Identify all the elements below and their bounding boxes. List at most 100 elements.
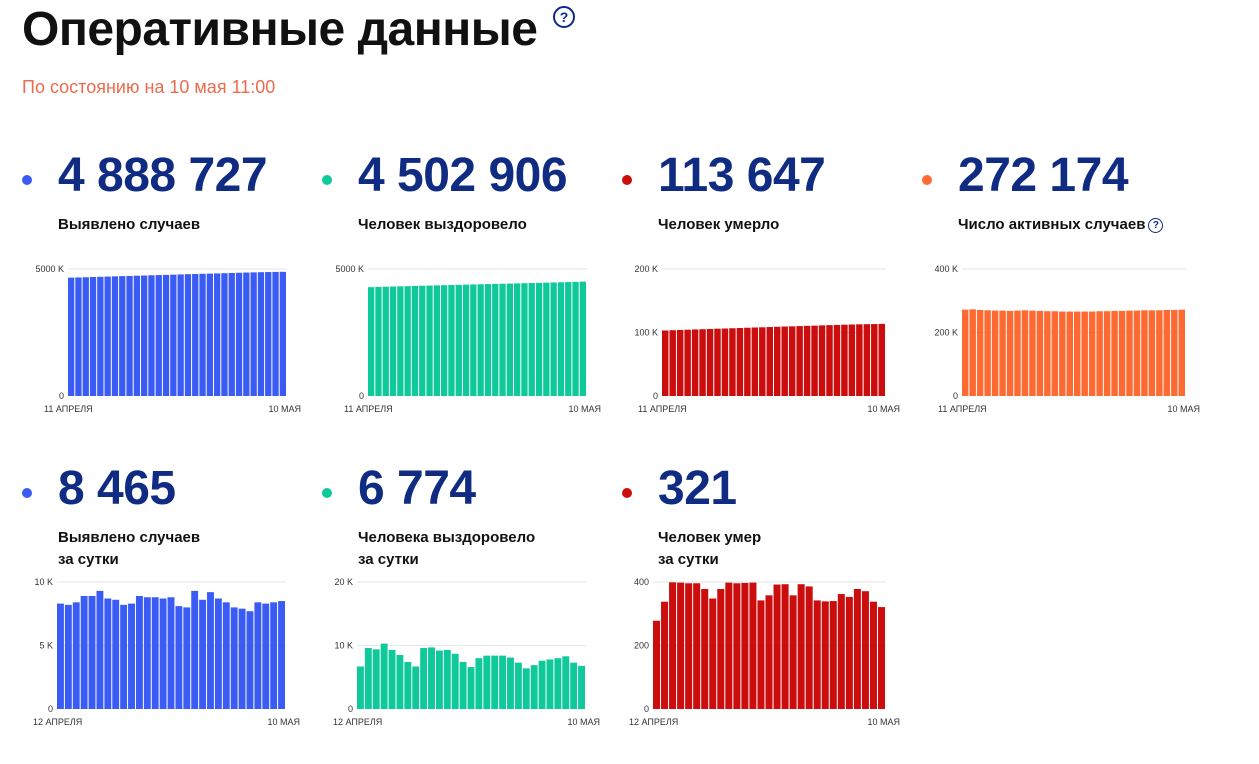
bar[interactable] (191, 590, 199, 709)
bar[interactable] (826, 325, 833, 396)
bar[interactable] (774, 326, 781, 396)
bar[interactable] (969, 309, 976, 396)
bar[interactable] (861, 591, 869, 709)
bar[interactable] (389, 286, 397, 396)
bar[interactable] (412, 666, 420, 709)
bar[interactable] (462, 284, 470, 396)
bar[interactable] (199, 599, 207, 709)
bar[interactable] (570, 662, 578, 709)
bar[interactable] (1074, 311, 1081, 396)
bar[interactable] (546, 659, 554, 709)
bar[interactable] (669, 582, 677, 709)
bar[interactable] (206, 273, 213, 396)
bar[interactable] (765, 595, 773, 709)
bar[interactable] (699, 329, 706, 396)
bar[interactable] (871, 324, 878, 396)
bar[interactable] (522, 668, 530, 709)
bar[interactable] (781, 326, 788, 396)
bar[interactable] (372, 649, 380, 709)
bar[interactable] (426, 285, 433, 396)
bar[interactable] (797, 584, 805, 709)
bar[interactable] (492, 283, 499, 396)
bar[interactable] (757, 600, 765, 709)
bar[interactable] (557, 282, 565, 396)
bar[interactable] (684, 329, 691, 396)
bar[interactable] (538, 660, 546, 709)
bar[interactable] (135, 595, 143, 709)
bar[interactable] (368, 287, 375, 396)
bar[interactable] (1014, 310, 1021, 396)
bar[interactable] (120, 604, 128, 709)
bar[interactable] (279, 271, 286, 396)
bar[interactable] (443, 649, 451, 709)
bar[interactable] (499, 283, 506, 396)
bar[interactable] (741, 582, 749, 709)
bar[interactable] (148, 275, 155, 396)
bar[interactable] (222, 602, 230, 709)
bar[interactable] (448, 284, 455, 396)
bar[interactable] (781, 584, 789, 709)
bar[interactable] (89, 277, 97, 396)
bar[interactable] (111, 276, 119, 396)
bar[interactable] (475, 658, 483, 709)
bar[interactable] (404, 286, 411, 396)
bar[interactable] (467, 667, 475, 709)
bar[interactable] (396, 655, 404, 709)
bar[interactable] (151, 597, 159, 709)
bar[interactable] (1096, 311, 1103, 396)
bar[interactable] (528, 283, 535, 396)
bar[interactable] (214, 273, 221, 396)
bar[interactable] (714, 328, 721, 396)
bar[interactable] (514, 283, 521, 396)
bar[interactable] (572, 281, 579, 396)
bar[interactable] (270, 602, 278, 709)
bar[interactable] (404, 662, 412, 709)
bar[interactable] (162, 274, 170, 396)
bar[interactable] (250, 272, 257, 396)
bar[interactable] (72, 602, 80, 709)
bar[interactable] (272, 271, 279, 396)
bar[interactable] (507, 657, 514, 709)
bar[interactable] (243, 272, 250, 396)
bar[interactable] (459, 662, 467, 709)
bar[interactable] (578, 665, 585, 709)
bar[interactable] (382, 286, 389, 396)
bar[interactable] (238, 608, 246, 709)
bar[interactable] (805, 586, 813, 709)
bar[interactable] (803, 325, 811, 396)
bar[interactable] (428, 647, 435, 709)
bar[interactable] (357, 666, 364, 709)
bar[interactable] (1021, 310, 1029, 396)
bar[interactable] (388, 649, 396, 709)
bar[interactable] (82, 277, 89, 396)
bar[interactable] (554, 658, 562, 709)
bar[interactable] (126, 275, 133, 396)
bar[interactable] (976, 309, 984, 396)
bar[interactable] (773, 584, 781, 709)
bar[interactable] (863, 324, 871, 396)
bar[interactable] (789, 595, 797, 709)
bar[interactable] (221, 273, 228, 396)
bar[interactable] (88, 595, 96, 709)
bar[interactable] (380, 643, 388, 709)
bar[interactable] (530, 665, 538, 709)
help-icon[interactable]: ? (1148, 218, 1164, 233)
bar[interactable] (1163, 309, 1171, 396)
bar[interactable] (837, 594, 845, 709)
bar[interactable] (420, 648, 428, 709)
bar[interactable] (265, 272, 272, 396)
bar[interactable] (1148, 310, 1156, 396)
bar[interactable] (751, 327, 759, 396)
bar[interactable] (856, 324, 863, 396)
bar[interactable] (104, 598, 112, 709)
bar[interactable] (721, 328, 729, 396)
bar[interactable] (845, 596, 853, 709)
bar[interactable] (112, 599, 120, 709)
bar[interactable] (521, 283, 528, 396)
bar[interactable] (1088, 311, 1096, 396)
bar[interactable] (550, 282, 557, 396)
bar[interactable] (725, 582, 733, 709)
help-icon[interactable]: ? (553, 6, 575, 28)
bar[interactable] (1118, 310, 1126, 396)
bar[interactable] (175, 606, 183, 709)
